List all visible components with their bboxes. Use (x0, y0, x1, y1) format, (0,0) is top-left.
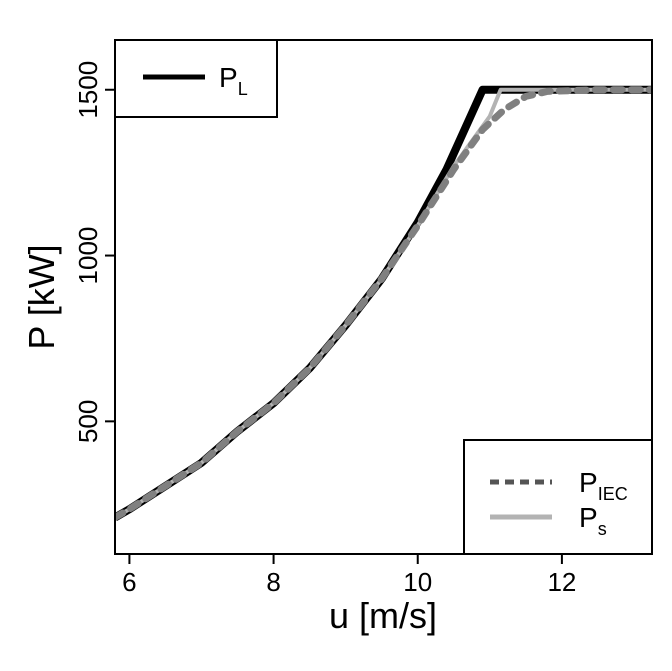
x-tick-label: 12 (547, 567, 576, 597)
plot-frame (114, 39, 653, 555)
legend-label-pl: PL (219, 62, 248, 99)
legend-label-piec: PIEC (579, 467, 628, 504)
plot-layer (115, 85, 652, 521)
legend-label-piec-main: P (579, 467, 598, 498)
legend-bottom-right: PIEC Ps (463, 439, 653, 555)
ticks-layer: 6 8 10 12 500 1000 1500 (73, 61, 576, 597)
legend-label-pl-sub: L (238, 79, 248, 99)
y-tick-label: 500 (73, 400, 103, 443)
y-axis-title: P [kW] (21, 244, 62, 349)
x-tick-label: 6 (122, 567, 136, 597)
x-axis-title: u [m/s] (329, 595, 437, 636)
legend-label-piec-sub: IEC (598, 484, 628, 504)
x-tick-label: 8 (266, 567, 280, 597)
y-tick-label: 1000 (73, 227, 103, 285)
x-tick-label: 10 (403, 567, 432, 597)
legend-box-bottom (463, 439, 653, 555)
y-tick-label: 1500 (73, 61, 103, 119)
series-line-p-iec (115, 86, 652, 521)
legend-label-pl-main: P (219, 62, 238, 93)
legend-label-ps-main: P (579, 502, 598, 533)
legend-label-ps: Ps (579, 502, 607, 539)
legend-label-ps-sub: s (598, 519, 607, 539)
legend-top-left: PL (114, 39, 278, 118)
